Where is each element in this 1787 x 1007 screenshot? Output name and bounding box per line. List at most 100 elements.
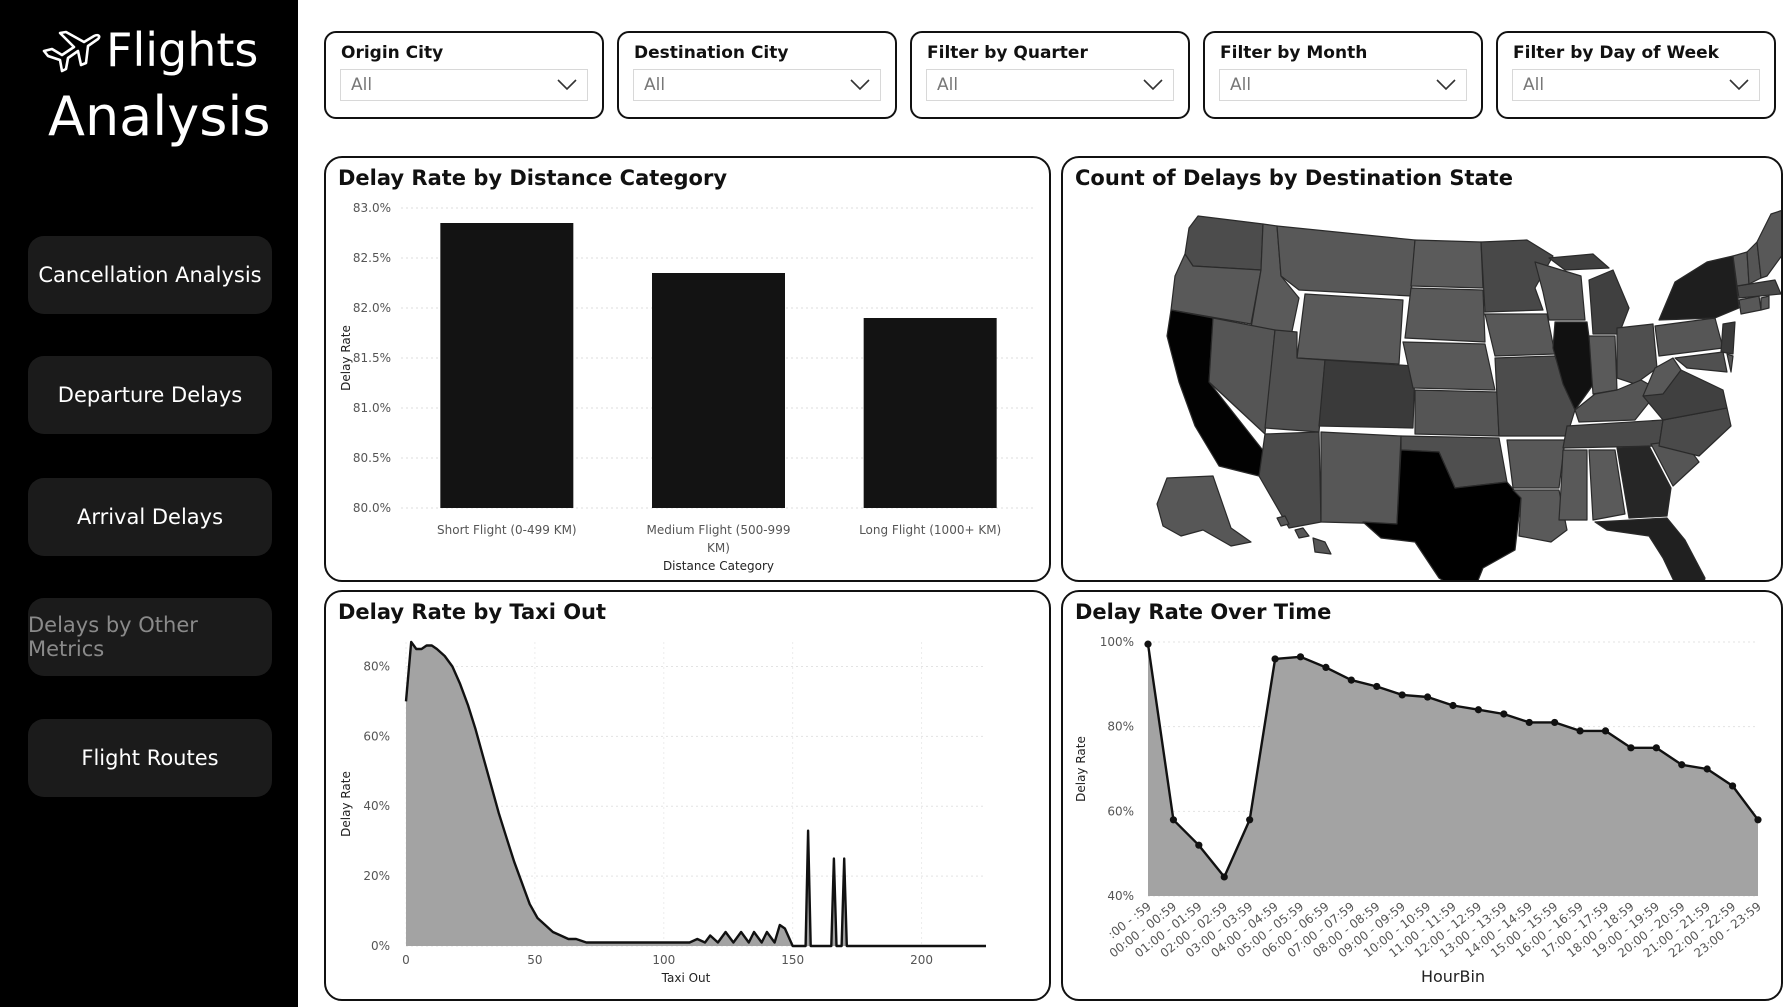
dropdown-value: All [351, 75, 373, 95]
y-tick-label: 0% [371, 939, 390, 953]
data-point [1347, 676, 1355, 684]
state-mo [1494, 355, 1576, 437]
y-tick-label: 40% [363, 799, 390, 813]
state-ny [1658, 255, 1740, 321]
state-co [1318, 359, 1416, 429]
state-me [1756, 210, 1781, 279]
state-pa [1654, 317, 1724, 357]
nav-cancellation-analysis[interactable]: Cancellation Analysis [28, 236, 272, 314]
y-axis-title: Delay Rate [1074, 736, 1088, 802]
dropdown-value: All [1230, 75, 1252, 95]
state-hi [1276, 515, 1332, 555]
state-ga [1616, 445, 1672, 519]
month-dropdown[interactable]: All [1219, 69, 1467, 101]
distance-category-panel: 80.0% 80.5% 81.0% 81.5% 82.0% 82.5% 83.0% Short… [324, 156, 1051, 582]
quarter-filter: Filter by Quarter All [910, 31, 1190, 119]
destination-state-map-panel: Count of Delays by Destination State [1061, 156, 1783, 582]
taxi-out-area-chart: 0% 20% 40% 60% 80% 0 50 100 150 200 Taxi Out Delay … [339, 640, 986, 985]
state-sd [1404, 287, 1486, 343]
data-point [1754, 816, 1762, 824]
state-ri [1760, 295, 1770, 311]
state-al [1588, 449, 1626, 521]
state-la [1512, 489, 1568, 543]
filter-title: Filter by Day of Week [1513, 43, 1719, 63]
bar [652, 273, 785, 508]
quarter-dropdown[interactable]: All [926, 69, 1174, 101]
state-de [1726, 353, 1734, 373]
data-point [1551, 718, 1559, 727]
x-axis-title: HourBin [1421, 967, 1485, 986]
y-tick-label: 40% [1107, 889, 1134, 903]
state-ks [1414, 389, 1500, 437]
data-point [1652, 744, 1660, 752]
state-nm [1320, 431, 1402, 525]
data-point [1474, 706, 1483, 714]
data-point [1169, 816, 1178, 824]
data-point [1423, 693, 1432, 701]
app-logo: Flights [40, 22, 258, 78]
us-map[interactable] [1063, 158, 1783, 582]
month-filter: Filter by Month All [1203, 31, 1483, 119]
state-wv [1642, 357, 1682, 397]
dropdown-value: All [644, 75, 666, 95]
delay-over-time-panel: 40% 60% 80% 100%:00 - :59 00:00 - 00:59 01:00… [1061, 590, 1783, 1001]
nav-flight-routes[interactable]: Flight Routes [28, 719, 272, 797]
filter-title: Destination City [634, 43, 789, 63]
panel-title: Count of Delays by Destination State [1075, 166, 1513, 190]
chevron-down-icon [1436, 79, 1456, 91]
x-tick-label: KM) [707, 541, 730, 555]
filter-title: Filter by Month [1220, 43, 1368, 63]
state-wy [1296, 293, 1404, 365]
state-oh [1616, 323, 1658, 385]
y-tick-label: 82.0% [353, 301, 391, 315]
state-tn [1562, 419, 1664, 449]
y-axis-title: Delay Rate [339, 325, 353, 391]
area-fill [1148, 644, 1758, 896]
bar [863, 318, 997, 508]
y-tick-label: 80% [1107, 720, 1134, 734]
state-ne [1402, 341, 1496, 391]
data-point [1322, 663, 1330, 671]
y-tick-label: 60% [1107, 804, 1134, 818]
data-point [1220, 873, 1228, 881]
area-fill [406, 642, 986, 946]
x-tick-label: 0 [402, 953, 410, 967]
series-line [404, 640, 986, 948]
state-mt [1276, 225, 1416, 297]
app-title-line2: Analysis [48, 85, 271, 148]
state-ms [1558, 449, 1588, 521]
destination-city-dropdown[interactable]: All [633, 69, 881, 101]
taxi-out-panel: 0% 20% 40% 60% 80% 0 50 100 150 200 Taxi Out Delay … [324, 590, 1051, 1001]
state-mi-up [1548, 253, 1610, 271]
y-tick-label: 80% [363, 659, 390, 673]
origin-city-dropdown[interactable]: All [340, 69, 588, 101]
state-or [1170, 253, 1262, 325]
y-tick-label: 80.5% [353, 451, 391, 465]
y-tick-label: 60% [363, 729, 390, 743]
x-tick-label: Medium Flight (500-999 [647, 523, 791, 537]
nav-departure-delays[interactable]: Departure Delays [28, 356, 272, 434]
state-tx [1362, 449, 1522, 580]
data-point [1627, 744, 1635, 752]
origin-city-filter: Origin City All [324, 31, 604, 119]
y-tick-label: 81.0% [353, 401, 391, 415]
nav-arrival-delays[interactable]: Arrival Delays [28, 478, 272, 556]
y-axis-title: Delay Rate [339, 771, 353, 837]
nav-delays-by-other-metrics[interactable]: Delays by Other Metrics [28, 598, 272, 676]
x-axis-title: Taxi Out [661, 971, 711, 985]
x-tick-label: Long Flight (1000+ KM) [859, 523, 1001, 537]
x-tick-label: 200 [910, 953, 933, 967]
sidebar: Flights Analysis Cancellation Analysis D… [0, 0, 298, 1007]
state-in [1588, 335, 1618, 395]
state-nj [1720, 321, 1736, 355]
x-tick-label: 50 [527, 953, 542, 967]
y-tick-label: 20% [363, 869, 390, 883]
y-tick-label: 83.0% [353, 201, 391, 215]
panel-title: Delay Rate Over Time [1075, 600, 1332, 624]
y-tick-label: 81.5% [353, 351, 391, 365]
x-axis-title: Distance Category [663, 559, 774, 573]
data-point [1296, 653, 1305, 661]
day-of-week-dropdown[interactable]: All [1512, 69, 1760, 101]
state-ia [1484, 313, 1556, 357]
data-point [1525, 718, 1533, 727]
